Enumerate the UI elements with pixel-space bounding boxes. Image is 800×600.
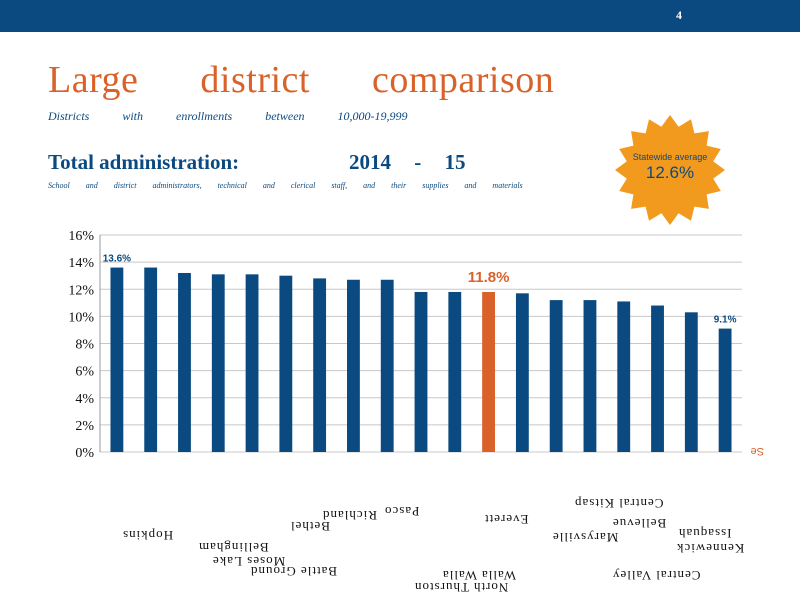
district-name-label: Kennewick xyxy=(676,541,745,556)
y-tick-label: 16% xyxy=(68,229,94,244)
bar xyxy=(380,279,394,452)
bar xyxy=(448,291,462,452)
data-label: 13.6% xyxy=(103,254,131,265)
bar xyxy=(414,291,428,452)
statewide-average-text: Statewide average 12.6% xyxy=(614,152,726,183)
statewide-average-badge xyxy=(615,115,725,225)
bar xyxy=(347,279,360,452)
bar xyxy=(549,300,563,452)
district-name-label: Marysville xyxy=(552,530,619,545)
starburst-shape xyxy=(615,115,725,225)
district-name-label: Hopkins xyxy=(122,528,174,543)
district-name-label: Richland xyxy=(322,508,377,523)
x-tick-label-trailing: Se xyxy=(751,445,764,457)
bar xyxy=(583,300,597,452)
bar xyxy=(718,328,732,452)
bar-chart: 0% 2% 4% 6% 8% 10% 12% 14% 16% 13.6% 11.8% 9.1% Se xyxy=(68,229,764,460)
section-description: School and district administrators, tech… xyxy=(48,181,523,190)
y-tick-label: 2% xyxy=(75,419,94,434)
section-heading: Total administration: xyxy=(48,150,240,174)
district-name-label: Bethel xyxy=(290,519,330,534)
page-number: 4 xyxy=(676,8,682,22)
district-name-label: Everett xyxy=(484,512,529,527)
data-label: 9.1% xyxy=(714,315,737,326)
district-name-label: Bellevue xyxy=(612,516,667,531)
y-tick-label: 14% xyxy=(68,256,94,271)
bar xyxy=(515,293,529,452)
bar xyxy=(617,301,631,452)
district-name-label: Pasco xyxy=(384,504,420,519)
bar xyxy=(245,274,259,452)
page-subtitle: Districts with enrollments between 10,00… xyxy=(48,109,408,123)
bar xyxy=(651,305,664,452)
bar xyxy=(279,275,293,452)
y-tick-label: 0% xyxy=(75,446,94,460)
district-name-label: Walla Walla xyxy=(442,568,517,583)
district-name-label: Moses Lake xyxy=(212,554,286,569)
bar xyxy=(211,274,225,452)
statewide-average-label: Statewide average xyxy=(632,152,708,162)
bar xyxy=(110,267,124,452)
section-year: 2014 - 15 xyxy=(349,150,466,174)
district-name-label: Issaquah xyxy=(678,526,732,541)
y-tick-label: 4% xyxy=(75,392,94,407)
bar xyxy=(144,267,158,452)
y-tick-label: 6% xyxy=(75,365,94,380)
y-tick-label: 8% xyxy=(75,338,94,353)
bar xyxy=(684,312,698,452)
y-tick-label: 10% xyxy=(68,310,94,325)
y-tick-label: 12% xyxy=(68,283,94,298)
header-bar xyxy=(0,0,800,32)
district-name-labels: Hopkins Bellingham Battle Ground Moses Lake… xyxy=(0,455,800,600)
statewide-average-value: 12.6% xyxy=(645,163,695,182)
bar xyxy=(313,278,327,452)
data-label: 11.8% xyxy=(468,269,510,286)
district-name-label: Central Valley xyxy=(612,568,701,583)
page-title: Large district comparison xyxy=(48,59,555,101)
bar xyxy=(482,291,495,452)
bar xyxy=(178,272,191,452)
district-name-label: Central Kitsap xyxy=(574,496,664,511)
